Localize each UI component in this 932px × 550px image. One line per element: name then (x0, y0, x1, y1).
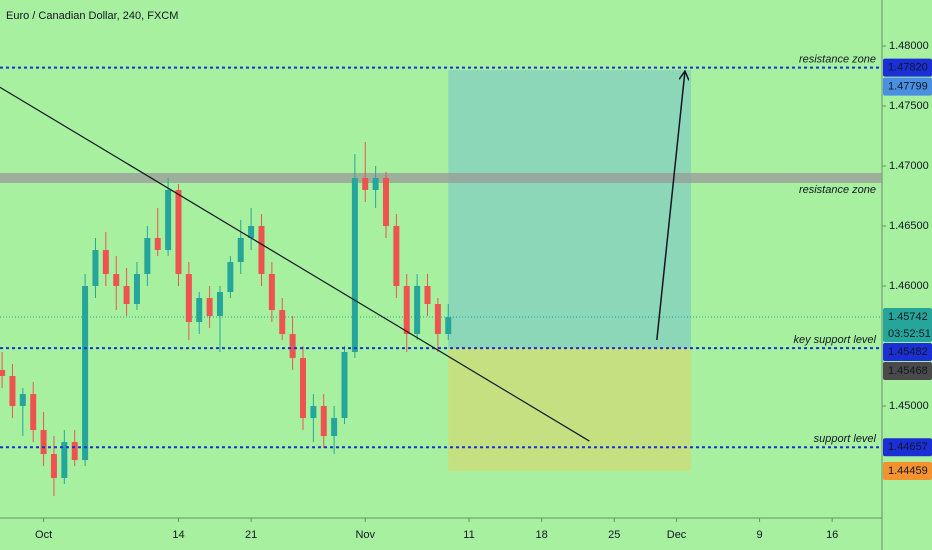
level-label: resistance zone (799, 184, 876, 196)
y-tick-label: 1.47000 (889, 160, 929, 172)
candle-body (351, 177, 358, 353)
candle-body (248, 225, 255, 238)
candle-body (268, 274, 275, 311)
candle-body (165, 189, 172, 250)
candle-body (434, 304, 441, 335)
candle-body (144, 237, 151, 275)
y-tick-label: 1.46500 (889, 220, 929, 232)
x-tick-label: 21 (245, 529, 257, 541)
candle-body (403, 286, 410, 335)
level-label: support level (814, 433, 877, 445)
candle-body (71, 442, 78, 461)
price-badge (883, 438, 932, 457)
y-tick-label: 1.48000 (889, 40, 929, 52)
price-badge (883, 361, 932, 380)
candle-body (30, 394, 37, 431)
candle-body (196, 298, 203, 323)
candle-body (50, 454, 57, 479)
candle-body (289, 334, 296, 359)
candle-body (82, 286, 89, 461)
candle-body (133, 274, 140, 305)
price-badge (883, 342, 932, 361)
x-tick-label: Dec (667, 529, 687, 541)
candle-body (341, 352, 348, 419)
x-tick-label: 11 (463, 529, 474, 541)
candle-body (40, 430, 47, 455)
candle-body (320, 406, 327, 437)
candle-body (393, 225, 400, 287)
candle-body (445, 317, 452, 335)
price-badge-label: 1.45742 (888, 311, 928, 323)
candle-body (424, 286, 431, 305)
candle-body (92, 249, 99, 287)
candle-body (206, 298, 213, 317)
candle-body (175, 189, 182, 275)
level-label: key support level (793, 334, 876, 346)
candle-body (185, 274, 192, 323)
candle-body (299, 358, 306, 419)
price-badge-label: 1.47820 (888, 61, 928, 73)
chart-title: Euro / Canadian Dollar, 240, FXCM (6, 10, 178, 22)
price-badge-countdown: 03:52:51 (888, 328, 931, 340)
price-badge-label: 1.45468 (888, 365, 928, 377)
candle-body (372, 177, 379, 190)
loss-zone (448, 348, 692, 471)
candle-body (19, 394, 26, 407)
price-badge (883, 58, 932, 77)
candle-body (237, 237, 244, 263)
level-label: resistance zone (799, 53, 876, 65)
candle-body (331, 418, 338, 437)
x-tick-label: 14 (172, 529, 184, 541)
price-badge (883, 77, 932, 96)
x-tick-label: 18 (536, 529, 548, 541)
candle-body (0, 370, 6, 377)
y-tick-label: 1.47500 (889, 100, 929, 112)
candle-body (383, 177, 390, 226)
x-tick-label: Oct (35, 529, 52, 541)
candle-body (102, 249, 109, 275)
x-tick-label: 25 (608, 529, 620, 541)
y-tick-label: 1.46000 (889, 280, 929, 292)
price-badge (883, 461, 932, 480)
price-badge-label: 1.44459 (888, 465, 928, 477)
candle-body (123, 286, 130, 305)
candle-body (61, 442, 68, 479)
x-tick-label: Nov (355, 529, 375, 541)
price-badge (883, 307, 932, 342)
candle-body (414, 286, 421, 335)
price-badge-label: 1.47799 (888, 80, 928, 92)
y-tick-label: 1.45000 (889, 400, 929, 412)
candle-body (113, 274, 120, 287)
resistance-band (0, 172, 882, 183)
candle-body (310, 406, 317, 419)
candle-body (227, 262, 234, 293)
price-badge-label: 1.45482 (888, 346, 928, 358)
candle-body (279, 310, 286, 335)
candle-body (9, 376, 16, 407)
candle-body (258, 225, 265, 275)
candle-body (216, 292, 223, 317)
profit-zone (448, 70, 692, 349)
price-badge-label: 1.44657 (888, 441, 928, 453)
candle-body (154, 237, 161, 250)
x-tick-label: 9 (756, 529, 762, 541)
trend-line (0, 86, 590, 442)
candle-body (362, 177, 369, 190)
x-tick-label: 16 (826, 529, 838, 541)
target-arrow (656, 72, 685, 341)
